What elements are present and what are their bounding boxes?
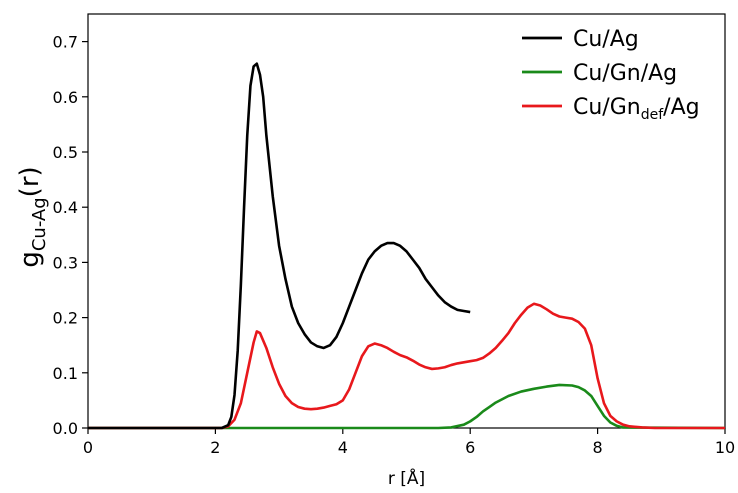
- x-tick-label: 0: [83, 438, 93, 457]
- series-line-0: [88, 62, 471, 430]
- series-lines: [88, 62, 726, 430]
- y-tick-label: 0.4: [53, 198, 78, 217]
- y-tick-label: 0.1: [53, 364, 78, 383]
- x-axis: 0 2 4 6 8 10: [83, 428, 735, 457]
- legend-label-1: Cu/Gn/Ag: [573, 61, 677, 86]
- legend: Cu/Ag Cu/Gn/Ag Cu/Gndef/Ag: [522, 27, 700, 123]
- y-tick-label: 0.7: [53, 33, 78, 52]
- x-tick-label: 2: [210, 438, 220, 457]
- y-axis-label: gCu-Ag(r): [15, 166, 50, 267]
- x-tick-label: 8: [593, 438, 603, 457]
- y-axis: 0.0 0.1 0.2 0.3 0.4 0.5 0.6 0.7: [53, 33, 88, 438]
- x-tick-label: 4: [338, 438, 348, 457]
- y-tick-label: 0.3: [53, 253, 78, 272]
- y-tick-label: 0.5: [53, 143, 78, 162]
- y-tick-label: 0.6: [53, 88, 78, 107]
- series-line-2: [88, 302, 725, 430]
- legend-label-0: Cu/Ag: [573, 27, 639, 52]
- series-line-1: [88, 383, 726, 430]
- legend-label-2: Cu/Gndef/Ag: [573, 95, 700, 123]
- x-tick-label: 10: [715, 438, 735, 457]
- x-tick-label: 6: [465, 438, 475, 457]
- x-axis-label: r [Å]: [388, 467, 425, 489]
- y-tick-label: 0.2: [53, 309, 78, 328]
- y-tick-label: 0.0: [53, 419, 78, 438]
